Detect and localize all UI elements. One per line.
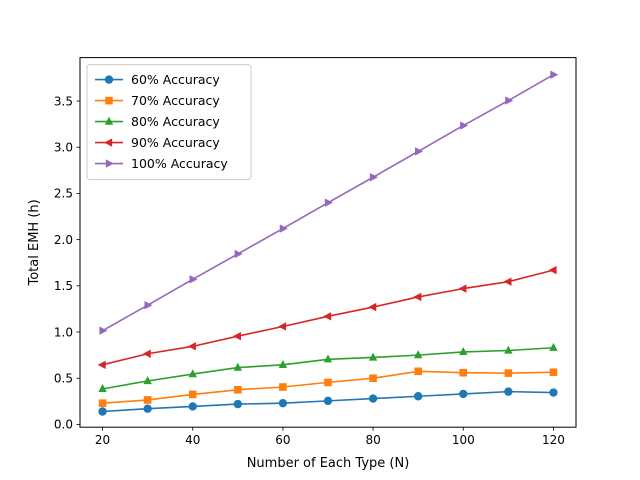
data-point — [505, 96, 514, 105]
data-point — [188, 390, 197, 399]
legend-marker — [105, 96, 113, 105]
legend-marker — [105, 159, 114, 168]
data-point — [459, 368, 468, 377]
data-point — [323, 354, 333, 363]
data-point — [504, 345, 513, 354]
legend-label: 60% Accuracy — [131, 72, 220, 87]
data-point — [549, 368, 558, 377]
legend-label: 70% Accuracy — [131, 93, 220, 108]
data-point — [143, 396, 152, 404]
x-axis-ticks: 20 40 60 80 100 120 — [95, 427, 565, 447]
legend: 60% Accuracy 70% Accuracy 80% Accuracy 90% … — [86, 64, 252, 181]
y-tick-label: 1.5 — [54, 279, 73, 293]
data-point — [279, 383, 287, 391]
legend-label: 90% Accuracy — [131, 135, 220, 150]
data-point — [99, 326, 108, 335]
data-point — [323, 396, 333, 406]
data-point — [458, 284, 467, 293]
series-group — [98, 387, 558, 416]
data-point — [278, 398, 288, 408]
y-tick-label: 3.5 — [54, 94, 73, 108]
data-point — [232, 331, 241, 341]
y-tick-label: 2.5 — [54, 187, 73, 201]
data-point — [98, 407, 107, 416]
y-axis-label: Total EMH (h) — [27, 199, 42, 286]
data-point — [459, 347, 468, 356]
legend-label: 80% Accuracy — [131, 114, 220, 129]
data-point — [550, 70, 559, 79]
y-tick-label: 0.5 — [54, 372, 73, 386]
data-point — [189, 275, 198, 284]
data-point — [144, 301, 153, 310]
data-point — [549, 388, 558, 397]
data-point — [503, 277, 512, 286]
x-tick-label: 60 — [275, 433, 290, 447]
x-tick-label: 100 — [452, 433, 475, 447]
y-tick-label: 2.0 — [54, 233, 73, 247]
data-point — [143, 376, 152, 385]
plot-area-frame — [79, 57, 577, 428]
data-point — [459, 389, 468, 399]
data-point — [188, 369, 197, 378]
data-point — [324, 378, 332, 387]
data-point — [98, 399, 107, 407]
legend-marker — [104, 138, 113, 147]
data-point — [98, 384, 107, 393]
data-point — [413, 350, 423, 359]
series-group — [99, 70, 559, 335]
data-point — [278, 360, 288, 368]
data-point — [278, 322, 287, 331]
data-point — [413, 392, 423, 401]
x-tick-label: 120 — [542, 433, 565, 447]
y-tick-label: 1.0 — [54, 325, 73, 339]
data-point — [368, 394, 378, 403]
data-point — [234, 249, 243, 259]
x-tick-label: 20 — [95, 433, 110, 447]
data-point — [504, 387, 513, 396]
data-point — [414, 367, 422, 376]
data-point — [369, 173, 378, 182]
data-point — [368, 352, 378, 361]
legend-marker — [104, 75, 114, 84]
x-tick-label: 40 — [185, 433, 200, 447]
data-point — [143, 404, 152, 413]
data-point — [504, 369, 513, 377]
legend-label: 100% Accuracy — [131, 156, 228, 171]
y-tick-label: 3.0 — [54, 141, 73, 155]
y-tick-label: 0.0 — [54, 418, 73, 432]
data-point — [233, 362, 243, 371]
data-point — [233, 399, 243, 409]
series-layer — [97, 70, 559, 416]
data-point — [549, 342, 558, 351]
data-point — [97, 360, 106, 370]
data-point — [187, 342, 196, 351]
data-point — [188, 402, 197, 411]
data-point — [548, 265, 557, 275]
x-tick-label: 80 — [365, 433, 380, 447]
data-point — [460, 121, 469, 130]
y-axis-ticks: 0.0 0.5 1.0 1.5 2.0 2.5 3.0 3.5 — [54, 94, 80, 432]
data-point — [368, 302, 377, 312]
data-point — [279, 224, 288, 233]
series-group — [97, 265, 557, 370]
legend-marker — [104, 116, 114, 125]
data-point — [324, 198, 333, 207]
data-point — [323, 312, 332, 321]
legend-box — [86, 64, 252, 181]
data-point — [413, 292, 422, 302]
data-point — [142, 349, 151, 358]
series-group — [98, 342, 558, 393]
data-point — [369, 374, 377, 383]
x-axis-label: Number of Each Type (N) — [247, 456, 410, 471]
data-point — [234, 385, 242, 394]
data-point — [415, 147, 424, 156]
series-group — [98, 367, 558, 407]
